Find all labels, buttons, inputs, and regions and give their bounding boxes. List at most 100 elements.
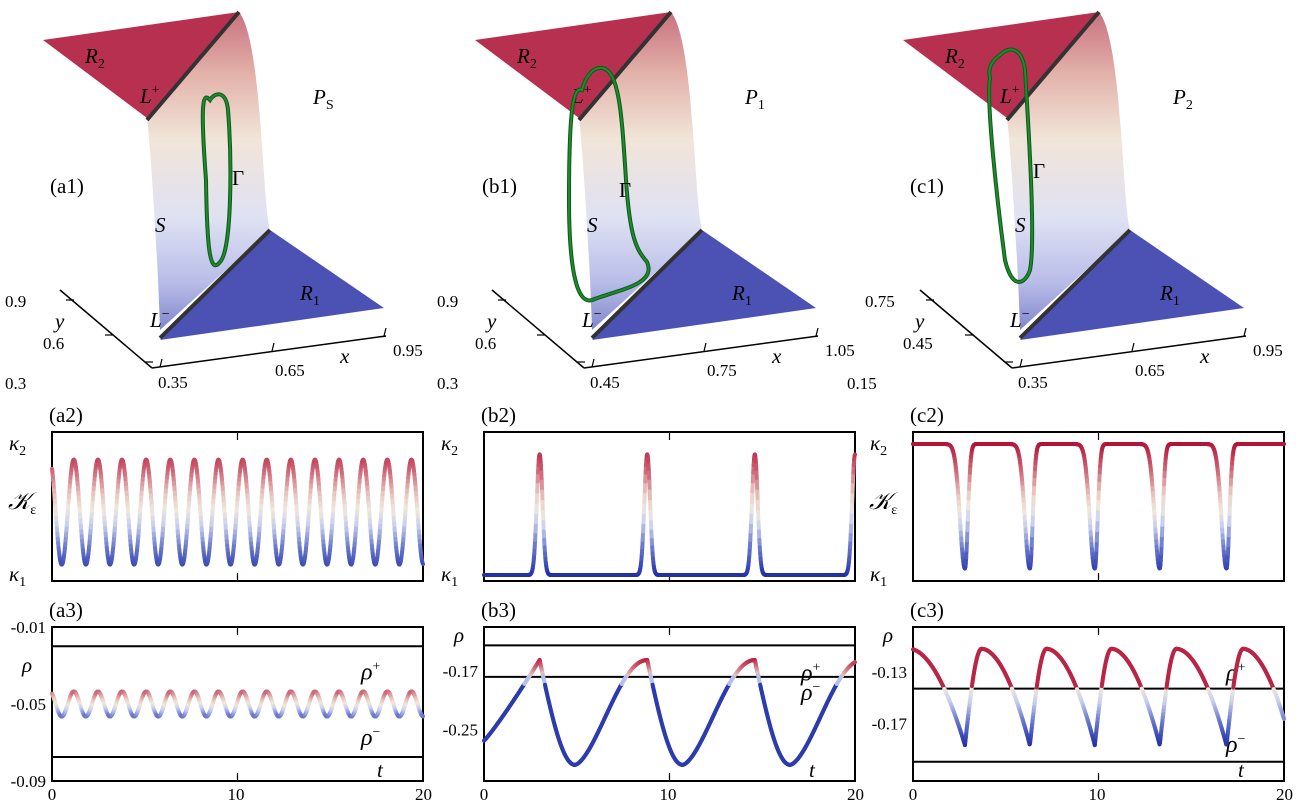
y-tick-label: -0.17 [443,662,479,681]
x-axis-label: t [809,758,816,782]
x-tick-label: 20 [1276,785,1293,804]
x-tick-label: 0.45 [590,373,620,392]
x-tick-label: 20 [415,785,432,804]
x-tick [1131,342,1135,352]
k-series-line [50,457,425,567]
x-tick-label: 0.95 [1253,341,1283,360]
fold-line-l-minus [590,228,704,340]
x-tick [271,342,275,352]
y-tick-label: 0.9 [437,292,458,311]
fold-line-l-minus [1018,228,1132,340]
x-tick-label: 0.35 [158,373,188,392]
y-axis-label: 𝒦ε [869,489,899,518]
x-tick-label: 0.75 [707,361,737,380]
y-axis-label: y [485,309,497,333]
r2-label: R2 [516,44,537,72]
panel-label: (a3) [49,598,83,622]
x-axis-label: x [339,344,350,368]
surface-label: S [587,213,598,237]
l-plus-label: L+ [139,83,160,108]
r2-label: R2 [944,44,965,72]
panel-label: (a2) [49,403,83,427]
rho-panel-a3: (a3) 0 10 20 t -0.09 -0.05 -0.01 ρ ρ+ ρ− [11,598,432,804]
orbit-gamma-inner [201,93,232,267]
x-tick [591,358,595,368]
x-tick-label: 10 [1089,785,1106,804]
y-tick-label-kappa2: κ2 [9,431,26,459]
panel-label: (c3) [910,598,944,622]
fold-line-l-plus [145,10,241,122]
region-r1-plane [592,230,816,340]
region-r2-plane [475,12,671,118]
parameter-label: PS [312,85,334,113]
panel-label: (b1) [482,174,517,198]
y-tick-label: 0.6 [475,334,496,353]
x-tick [383,327,387,337]
panel-label: (c2) [910,403,944,427]
y-tick-label-kappa1: κ1 [9,562,26,590]
y-tick-label-kappa2: κ2 [870,431,887,459]
y-axis [59,289,153,369]
rho-series-line [482,658,857,767]
y-axis-label: ρ [21,653,32,677]
l-plus-label: L+ [999,83,1020,108]
orbit-label: Γ [619,178,631,202]
panel-label: (b3) [481,598,516,622]
orbit-gamma-inner [988,48,1034,283]
orbit-label: Γ [1033,159,1045,183]
x-tick [1243,327,1247,337]
l-minus-label: L− [581,307,602,332]
x-tick-label: 10 [660,785,677,804]
fold-line-l-plus [577,10,673,122]
y-tick-label: 0.9 [5,292,26,311]
rho-minus-label: ρ− [360,725,381,751]
x-tick [1019,358,1023,368]
x-tick-label: 0 [48,785,57,804]
y-axis-label: y [53,309,65,333]
surface-label: S [155,213,166,237]
y-axis-label: ρ [453,623,464,647]
rho-plus-label: ρ+ [360,659,381,685]
x-tick-label: 0.35 [1018,373,1048,392]
l-minus-label: L− [149,307,170,332]
x-tick [703,342,707,352]
y-tick-label: 0.45 [903,334,933,353]
r1-label: R1 [731,281,752,309]
l-minus-label: L− [1009,307,1030,332]
region-r2-plane [43,12,239,118]
x-tick [815,327,819,337]
y-axis [491,289,585,369]
surface-panel-a1: 0.9 0.6 0.3 0.35 0.65 0.95 y x R2 L+ L− R1 S PS (a1) Γ [5,10,423,393]
x-axis-label: x [1199,344,1210,368]
x-tick-label: 0.65 [275,361,305,380]
y-axis-label: ρ [882,623,893,647]
y-axis [919,289,1013,369]
y-tick-label: 0.75 [865,292,895,311]
orbit-label: Γ [232,166,244,190]
r2-label: R2 [84,44,105,72]
y-tick-label: 0.6 [43,334,64,353]
y-tick-label: -0.17 [872,714,908,733]
x-tick-label: 0.95 [393,341,423,360]
rho-series-line [50,689,425,719]
k-series-line [911,442,1286,571]
k-series-line [482,452,857,577]
x-axis [1011,335,1247,369]
r1-label: R1 [299,281,320,309]
y-tick-label-kappa1: κ1 [441,562,458,590]
y-tick-label-kappa1: κ1 [870,562,887,590]
orbit-gamma-inner [567,66,650,302]
y-tick-label: 0.15 [847,374,877,393]
y-tick-label: 0.3 [5,374,26,393]
x-tick-label: 20 [847,785,864,804]
surface-label: S [1015,213,1026,237]
surface-panel-c1: 0.75 0.45 0.15 0.35 0.65 0.95 y x R2 L+ L− R1 S P2 (c1… [847,10,1283,393]
fold-line-l-minus [158,228,272,340]
k-panel-c2: (c2) κ2 κ1 𝒦ε [869,403,1286,590]
slow-manifold-surface [1007,12,1130,330]
x-tick-label: 10 [228,785,245,804]
